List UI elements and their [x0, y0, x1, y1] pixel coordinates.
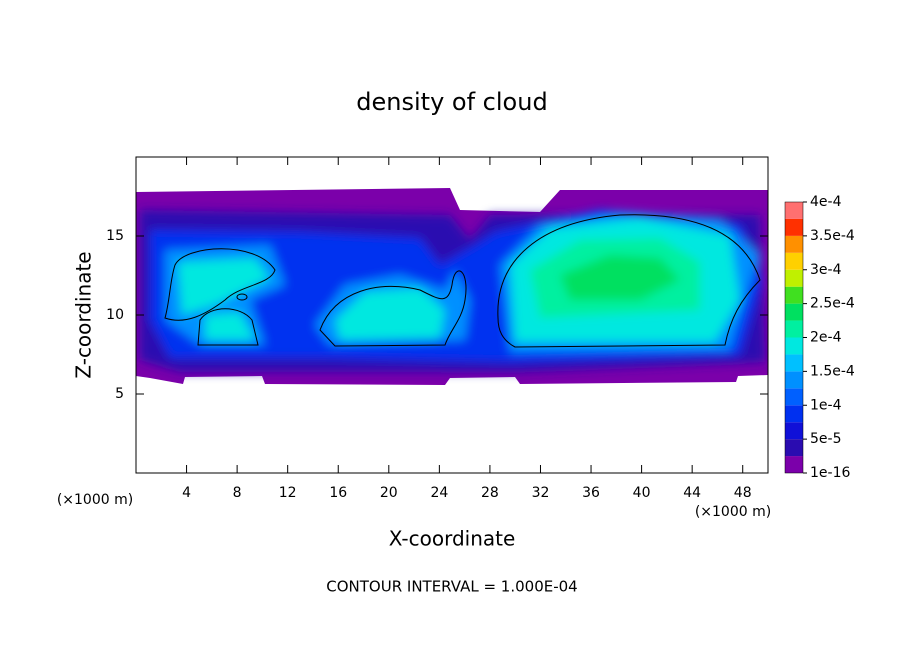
colorbar-band — [785, 235, 803, 253]
x-unit-label: (×1000 m) — [57, 492, 133, 508]
x-axis-label: X-coordinate — [389, 527, 516, 551]
annotation: CONTOUR INTERVAL = 1.000E-04 — [326, 578, 577, 596]
x-tick-label: 36 — [582, 485, 600, 501]
colorbar-band — [785, 320, 803, 338]
y-tick-label: 10 — [106, 307, 124, 323]
colorbar-band — [785, 218, 803, 236]
colorbar-band — [785, 337, 803, 355]
x-tick-label: 44 — [683, 485, 701, 501]
x-tick-label: 12 — [279, 485, 297, 501]
colorbar-band — [785, 303, 803, 321]
colorbar-label: 3.5e-4 — [810, 228, 855, 244]
colorbar-band — [785, 422, 803, 440]
x-tick-label: 8 — [233, 485, 242, 501]
colorbar-label: 3e-4 — [810, 262, 842, 278]
x-tick-label: 40 — [633, 485, 651, 501]
colorbar-label: 4e-4 — [810, 194, 842, 210]
contour-field — [136, 188, 768, 385]
colorbar-band — [785, 354, 803, 372]
colorbar-band — [785, 269, 803, 287]
x-tick-label: 20 — [380, 485, 398, 501]
x-tick-label: 4 — [182, 485, 191, 501]
y-axis-label: Z-coordinate — [72, 251, 96, 378]
colorbar-band — [785, 202, 803, 219]
colorbar-band — [785, 439, 803, 457]
x-tick-label: 16 — [329, 485, 347, 501]
colorbar-label: 2e-4 — [810, 330, 842, 346]
colorbar-band — [785, 252, 803, 270]
colorbar-label: 1e-16 — [810, 465, 850, 481]
colorbar-band — [785, 371, 803, 389]
colorbar-band — [785, 456, 803, 473]
colorbar-band — [785, 388, 803, 406]
colorbar-label: 2.5e-4 — [810, 296, 855, 312]
x-tick-label: 32 — [532, 485, 550, 501]
colorbar-label: 1.5e-4 — [810, 363, 855, 379]
colorbar-band — [785, 405, 803, 423]
y-tick-label: 5 — [115, 386, 124, 402]
chart-title: density of cloud — [356, 88, 547, 116]
colorbar-label: 1e-4 — [810, 397, 842, 413]
x-unit-label: (×1000 m) — [695, 504, 771, 520]
y-tick-label: 15 — [106, 228, 124, 244]
x-tick-label: 48 — [734, 485, 752, 501]
x-tick-label: 24 — [430, 485, 448, 501]
x-tick-label: 28 — [481, 485, 499, 501]
colorbar-label: 5e-5 — [810, 431, 841, 447]
colorbar-band — [785, 286, 803, 304]
